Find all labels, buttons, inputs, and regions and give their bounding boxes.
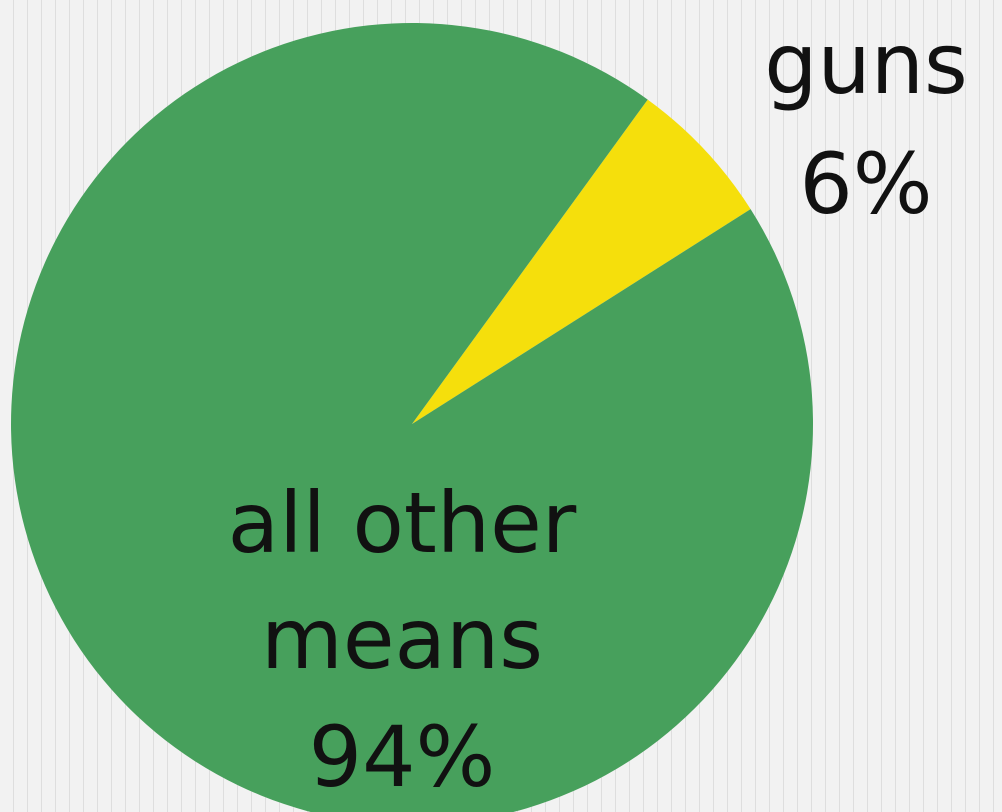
slice-label-guns: guns [764,15,968,113]
slice-label-all-other-means-line2: means [261,590,543,688]
pie-slices [11,23,813,812]
pie-slice-all-other-means [11,23,813,812]
slice-label-all-other-means-line1: all other [228,474,577,572]
slice-value-all-other-means: 94% [309,708,496,806]
pie-slice-guns [412,99,751,424]
slice-value-guns: 6% [799,135,932,233]
